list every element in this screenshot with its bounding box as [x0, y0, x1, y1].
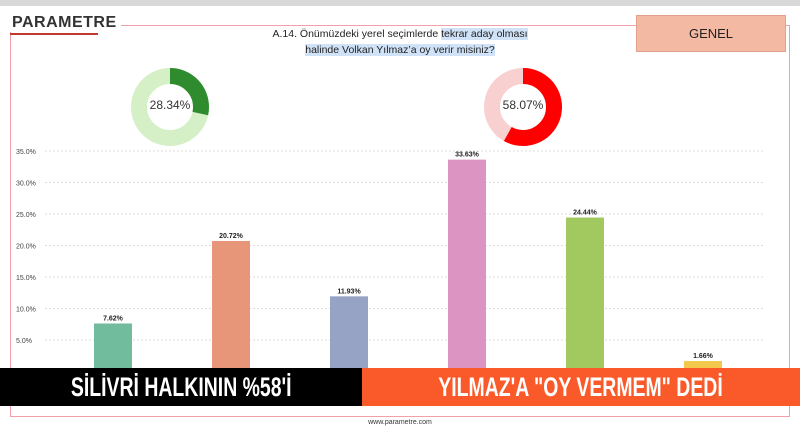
- bar: [212, 240, 250, 372]
- bar-value-label: 7.62%: [103, 315, 124, 322]
- donut-yes-label: 28.34%: [149, 98, 191, 112]
- y-tick-label: 15.0%: [16, 275, 36, 282]
- y-tick-label: 30.0%: [16, 181, 36, 188]
- banner-left-text: SİLİVRİ HALKININ %58'İ: [70, 371, 292, 402]
- bar: [330, 296, 368, 372]
- bar-value-label: 24.44%: [573, 210, 598, 217]
- donut-segment: [131, 68, 209, 146]
- y-tick-label: 20.0%: [16, 244, 36, 251]
- donut-vote-yes: 28.34%: [130, 67, 210, 147]
- bar-value-label: 11.93%: [337, 288, 361, 295]
- banner-left: SİLİVRİ HALKININ %58'İ: [0, 368, 362, 406]
- bar-value-label: 33.63%: [455, 152, 480, 159]
- top-bar: [0, 0, 800, 6]
- question-prefix: A.14. Önümüzdeki yerel seçimlerde: [272, 28, 442, 40]
- donut-vote-no: 58.07%: [483, 67, 563, 147]
- banner-right-text: YILMAZ'A "OY VERMEM" DEDİ: [438, 371, 724, 402]
- y-tick-label: 25.0%: [16, 212, 36, 219]
- y-tick-label: 10.0%: [16, 307, 36, 314]
- bar: [566, 217, 604, 372]
- question-highlight-2: halinde Volkan Yılmaz’a oy verir misiniz…: [305, 44, 495, 56]
- parametre-logo: PARAMETRE: [8, 14, 121, 32]
- segment-label: GENEL: [636, 15, 786, 52]
- question-title: A.14. Önümüzdeki yerel seçimlerde tekrar…: [230, 26, 570, 58]
- donut-no-label: 58.07%: [502, 98, 544, 112]
- bar: [448, 159, 486, 372]
- bar-value-label: 1.66%: [693, 353, 714, 360]
- donut-segment: [484, 68, 562, 146]
- y-tick-label: 35.0%: [16, 149, 36, 156]
- y-tick-label: 5.0%: [16, 338, 32, 345]
- slide-frame: [10, 25, 790, 417]
- question-highlight-1: tekrar aday olması: [441, 28, 528, 40]
- banner-right: YILMAZ'A "OY VERMEM" DEDİ: [362, 368, 800, 406]
- bar: [94, 323, 132, 372]
- footer-url: www.parametre.com: [368, 419, 432, 426]
- bar: [684, 361, 722, 372]
- bar-value-label: 20.72%: [219, 233, 244, 240]
- logo-underline: [10, 33, 98, 35]
